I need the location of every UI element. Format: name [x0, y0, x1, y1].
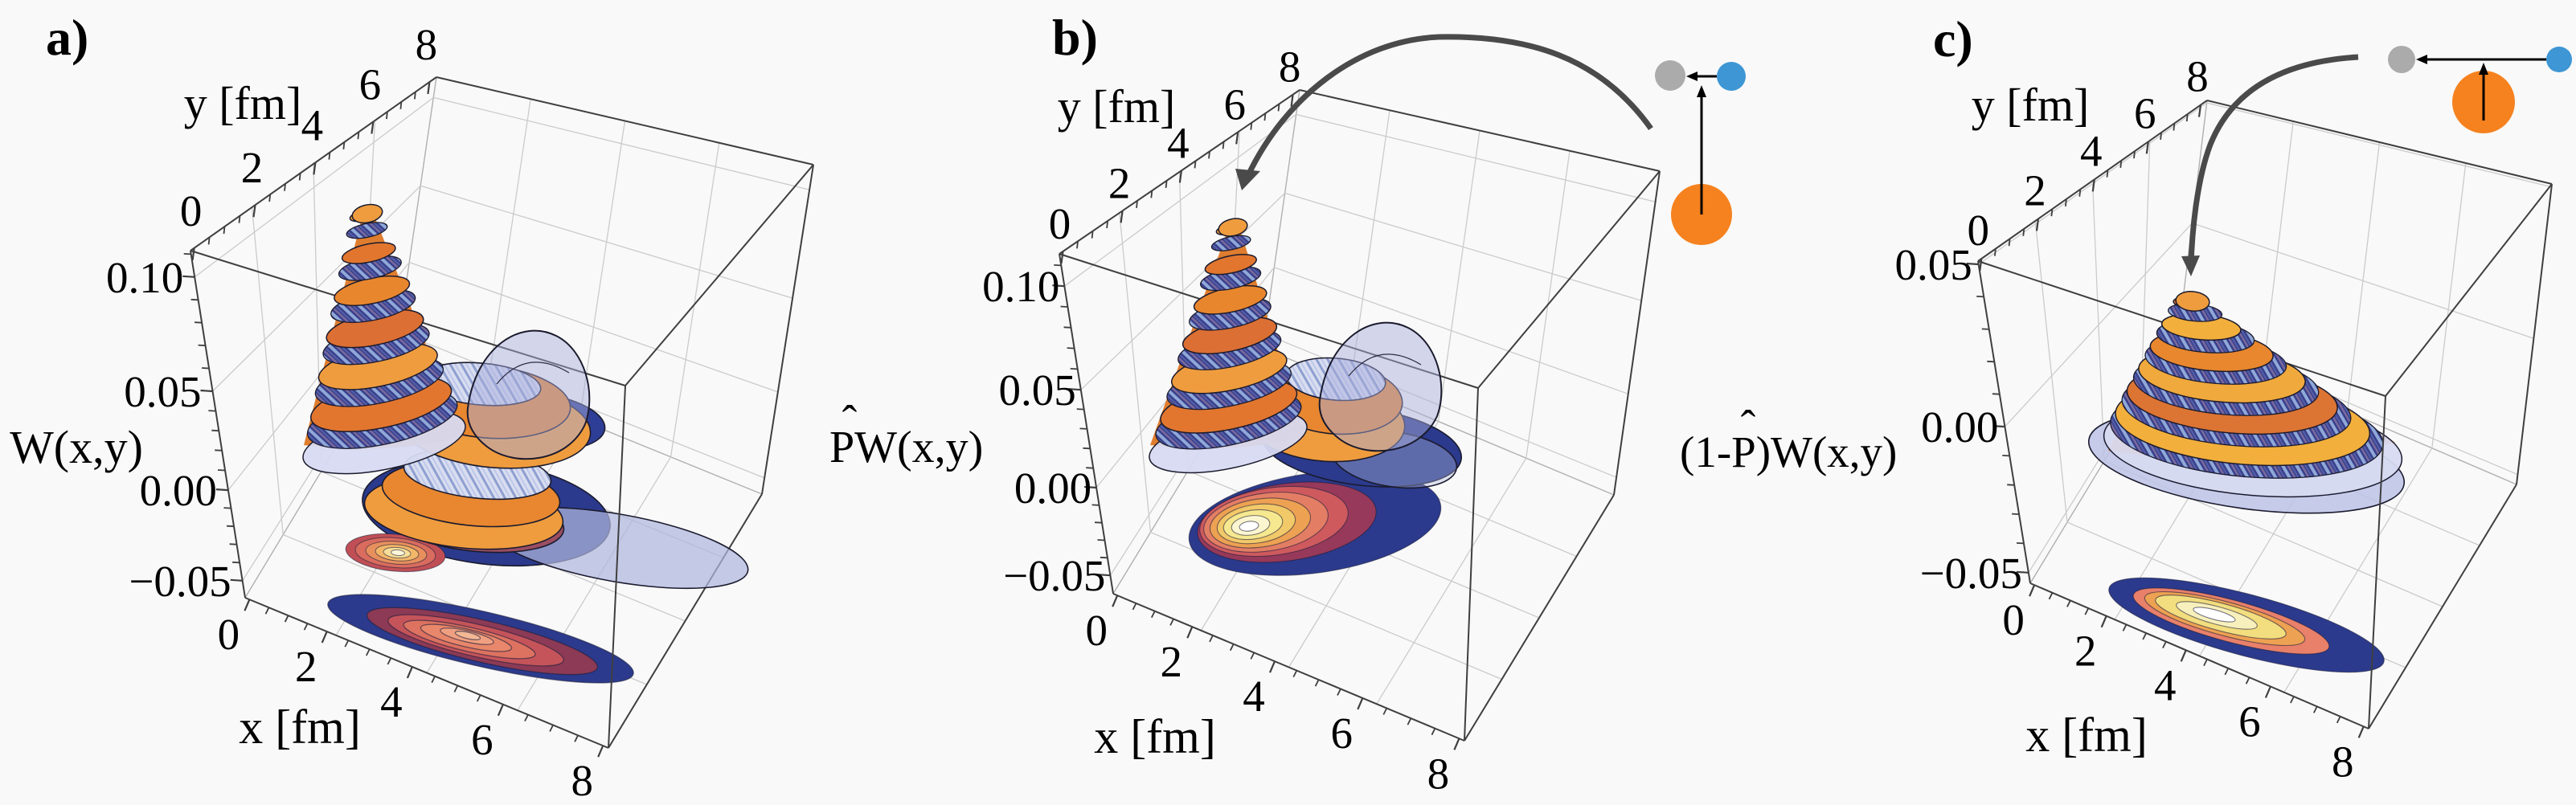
svg-text:y [fm]: y [fm] [1058, 80, 1176, 133]
svg-text:a): a) [46, 9, 88, 66]
svg-text:0: 0 [218, 610, 240, 659]
svg-text:8: 8 [416, 20, 438, 69]
svg-text:0.00: 0.00 [140, 466, 217, 515]
svg-text:4: 4 [380, 677, 403, 726]
svg-text:y [fm]: y [fm] [1972, 79, 2090, 131]
svg-text:x [fm]: x [fm] [2025, 709, 2148, 762]
svg-text:0: 0 [1968, 206, 1990, 255]
svg-text:6: 6 [2238, 697, 2261, 746]
svg-text:6: 6 [2134, 88, 2156, 137]
svg-text:2: 2 [1161, 637, 1183, 686]
svg-text:8: 8 [571, 756, 593, 801]
svg-text:0.10: 0.10 [982, 262, 1059, 311]
svg-text:6: 6 [1331, 709, 1354, 758]
svg-text:x [fm]: x [fm] [239, 701, 361, 754]
svg-text:−0.05: −0.05 [129, 557, 231, 606]
svg-text:8: 8 [1279, 43, 1301, 92]
svg-text:−0.05: −0.05 [1003, 551, 1105, 600]
svg-text:4: 4 [301, 100, 324, 149]
svg-text:8: 8 [1427, 749, 1450, 798]
svg-text:2: 2 [2074, 627, 2097, 676]
svg-text:0: 0 [1049, 199, 1071, 248]
svg-text:2: 2 [1108, 158, 1131, 207]
svg-text:6: 6 [471, 715, 493, 764]
svg-text:2: 2 [295, 642, 317, 691]
svg-text:x [fm]: x [fm] [1094, 710, 1216, 763]
svg-text:6: 6 [1223, 80, 1246, 129]
svg-text:4: 4 [2154, 660, 2177, 709]
svg-text:2: 2 [241, 143, 264, 192]
svg-text:b): b) [1052, 9, 1098, 66]
svg-text:8: 8 [2332, 737, 2354, 786]
svg-text:0.10: 0.10 [106, 253, 183, 302]
svg-text:ˆ: ˆ [842, 397, 858, 447]
svg-text:0.00: 0.00 [1014, 464, 1091, 513]
svg-text:y [fm]: y [fm] [184, 77, 302, 129]
svg-text:2: 2 [2024, 165, 2046, 215]
svg-text:0.00: 0.00 [1921, 402, 1998, 452]
svg-text:PW(x,y): PW(x,y) [829, 423, 983, 472]
svg-text:6: 6 [359, 60, 382, 109]
svg-text:4: 4 [1167, 118, 1190, 167]
svg-text:0: 0 [1085, 606, 1108, 655]
svg-text:4: 4 [1243, 672, 1265, 721]
svg-text:0: 0 [2002, 595, 2025, 644]
svg-text:(1-P)W(x,y): (1-P)W(x,y) [1680, 427, 1897, 476]
svg-text:4: 4 [2080, 126, 2103, 175]
svg-text:0.05: 0.05 [124, 367, 201, 416]
svg-text:0.05: 0.05 [999, 366, 1076, 415]
svg-text:W(x,y): W(x,y) [10, 421, 143, 473]
svg-text:0: 0 [180, 186, 203, 235]
svg-text:0.05: 0.05 [1894, 240, 1972, 289]
svg-text:c): c) [1933, 10, 1973, 67]
svg-text:8: 8 [2186, 52, 2209, 101]
svg-text:ˆ: ˆ [1741, 402, 1756, 452]
svg-text:−0.05: −0.05 [1920, 549, 2022, 598]
